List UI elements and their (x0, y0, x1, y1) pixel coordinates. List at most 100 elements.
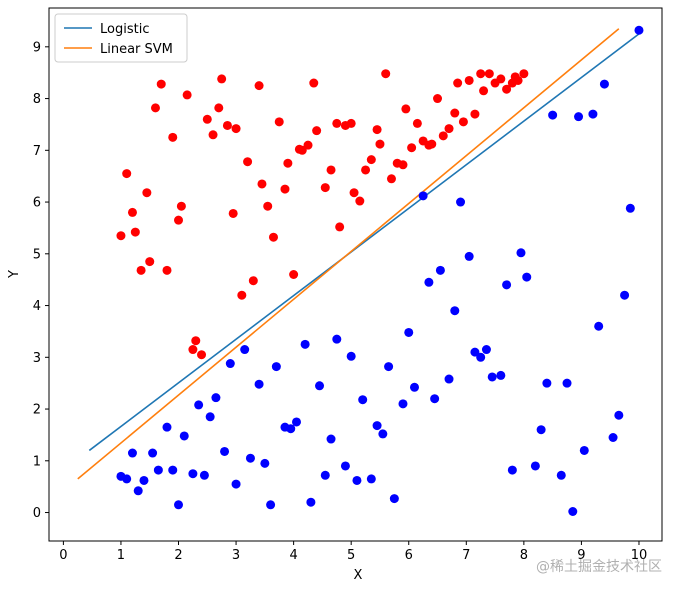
blue-point (542, 378, 552, 388)
y-axis-label: Y (7, 270, 22, 279)
blue-point (372, 421, 382, 431)
red-point (398, 160, 408, 170)
red-point (191, 336, 201, 346)
red-point (502, 84, 512, 94)
blue-point (271, 362, 281, 372)
red-point (182, 90, 192, 100)
red-point (484, 69, 494, 79)
red-point (297, 145, 307, 155)
red-point (176, 201, 186, 211)
red-point (401, 104, 411, 114)
blue-point (599, 79, 609, 89)
x-tick-label: 4 (289, 548, 297, 563)
blue-point (502, 280, 512, 290)
blue-point (634, 25, 644, 35)
blue-point (231, 479, 241, 489)
blue-point (332, 334, 342, 344)
red-point (519, 69, 529, 79)
red-point (122, 169, 132, 179)
y-tick-label: 2 (33, 403, 41, 418)
red-point (479, 86, 489, 96)
watermark-text: @稀土掘金技术社区 (536, 559, 662, 575)
blue-point (148, 448, 158, 458)
red-point (162, 265, 172, 275)
blue-point (496, 370, 506, 380)
blue-point (404, 327, 414, 337)
red-point (427, 139, 437, 149)
red-point (355, 196, 365, 206)
legend-box (54, 13, 188, 63)
red-point (366, 155, 376, 165)
red-point (237, 290, 247, 300)
blue-point (352, 475, 362, 485)
x-tick-label: 5 (347, 548, 355, 563)
blue-point (625, 203, 635, 213)
red-point (214, 103, 224, 113)
blue-point (211, 393, 221, 403)
red-point (464, 75, 474, 85)
red-point (142, 188, 152, 198)
y-tick-label: 0 (33, 506, 41, 521)
blue-point (548, 110, 558, 120)
red-point (263, 201, 273, 211)
red-point (349, 188, 359, 198)
scatter-points (116, 25, 644, 517)
blue-point (481, 345, 491, 355)
y-tick-label: 8 (33, 92, 41, 107)
red-point (303, 140, 313, 150)
blue-point (418, 191, 428, 201)
red-point (470, 109, 480, 119)
blue-point (286, 424, 296, 434)
red-point (145, 257, 155, 267)
blue-point (409, 382, 419, 392)
blue-point (174, 500, 184, 510)
red-point (280, 184, 290, 194)
blue-point (153, 465, 163, 475)
blue-point (292, 417, 302, 427)
blue-point (168, 465, 178, 475)
red-point (168, 132, 178, 142)
y-tick-label: 3 (33, 351, 41, 366)
red-point (433, 94, 443, 104)
blue-point (536, 425, 546, 435)
blue-point (530, 461, 540, 471)
series-lines (77, 28, 640, 480)
y-axis-ticks: 0 1 2 3 4 5 6 7 8 9 (33, 40, 49, 521)
blue-point (205, 412, 215, 422)
red-point (248, 276, 258, 286)
blue-point (435, 265, 445, 275)
red-point (326, 165, 336, 175)
x-tick-label: 6 (405, 548, 413, 563)
blue-point (326, 434, 336, 444)
red-point (254, 81, 264, 91)
blue-point (358, 395, 368, 405)
x-tick-label: 3 (232, 548, 240, 563)
red-point (375, 139, 385, 149)
blue-point (254, 379, 264, 389)
blue-point (139, 475, 149, 485)
red-point (222, 120, 232, 130)
blue-point (444, 374, 454, 384)
legend-label-linear-svm: Linear SVM (100, 42, 173, 57)
red-point (438, 131, 448, 141)
red-point (202, 114, 212, 124)
x-tick-label: 2 (174, 548, 182, 563)
blue-point (315, 381, 325, 391)
blue-point (340, 461, 350, 471)
blue-point (594, 321, 604, 331)
blue-point (133, 486, 143, 496)
x-tick-label: 0 (59, 548, 67, 563)
blue-point (188, 469, 198, 479)
blue-point (346, 351, 356, 361)
blue-point (507, 465, 517, 475)
plot-frame (48, 7, 663, 542)
x-axis-label: X (354, 568, 363, 583)
blue-point (579, 445, 589, 455)
red-point (510, 72, 520, 82)
red-point (453, 78, 463, 88)
blue-point (620, 290, 630, 300)
red-point (156, 79, 166, 89)
blue-point (240, 345, 250, 355)
blue-point (245, 453, 255, 463)
blue-point (260, 458, 270, 468)
